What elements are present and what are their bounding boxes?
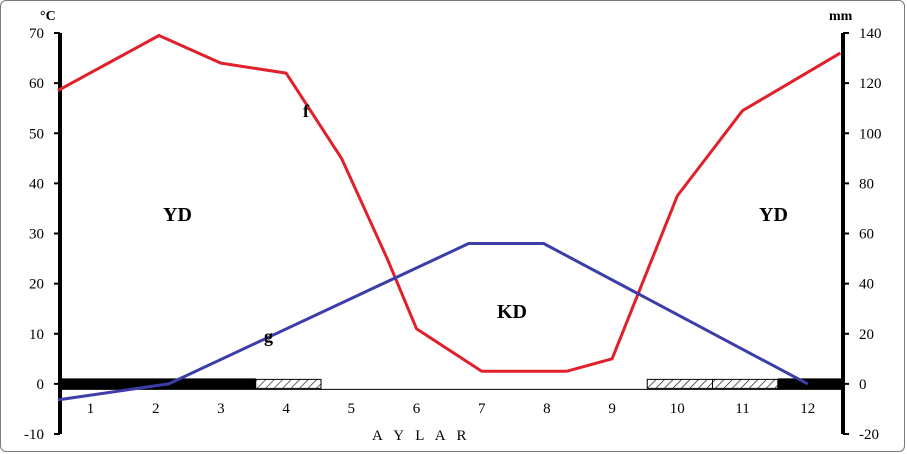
series-line-g: [57, 242, 809, 402]
x-tick-label: 8: [543, 401, 551, 417]
x-tick-label: 3: [217, 401, 225, 417]
x-tick-label: 11: [735, 401, 749, 417]
month-bar: 1 2 3 4 5 6 7 8 9 10 11 12: [60, 378, 843, 417]
right-unit-label: mm: [829, 9, 853, 24]
x-tick-label: 4: [282, 401, 290, 417]
right-tick-label: 20: [859, 327, 874, 343]
month-bar-hatched: [255, 378, 322, 389]
right-tick-label: 140: [859, 26, 882, 42]
series-label-g: g: [264, 326, 273, 346]
month-bar-hatched: [646, 378, 713, 389]
right-tick-label: 120: [859, 76, 882, 92]
right-tick-label: 60: [859, 227, 874, 243]
right-tick-label: 40: [859, 277, 874, 293]
region-label-kd: KD: [497, 301, 527, 323]
left-tick-label: 10: [29, 327, 44, 343]
left-tick-label: 30: [29, 227, 44, 243]
axes: -10 0 10 20 30 40 50 60 70 -20 0 20 40 60 80 100 120 140: [24, 26, 882, 443]
series-label-f: f: [303, 101, 310, 121]
left-unit-label: °C: [40, 9, 56, 24]
x-tick-label: 10: [670, 401, 685, 417]
labels-group: °C mm YD KD YD f g A Y L A R: [40, 9, 853, 444]
x-tick-label: 9: [608, 401, 616, 417]
month-bar-hatched: [712, 378, 779, 389]
region-label-yd-right: YD: [759, 204, 788, 226]
x-tick-label: 1: [87, 401, 95, 417]
x-tick-label: 6: [413, 401, 421, 417]
left-tick-label: 60: [29, 76, 44, 92]
right-tick-label: 100: [859, 126, 882, 142]
month-bar-solid: [60, 378, 256, 390]
x-tick-label: 5: [348, 401, 356, 417]
x-tick-label: 7: [478, 401, 486, 417]
region-label-yd-left: YD: [163, 204, 192, 226]
left-tick-label: 0: [37, 377, 45, 393]
right-tick-label: -20: [859, 427, 879, 443]
right-tick-label: 80: [859, 176, 874, 192]
left-tick-label: 70: [29, 26, 44, 42]
series-group: [57, 34, 842, 402]
left-tick-label: 40: [29, 176, 44, 192]
right-tick-label: 0: [859, 377, 867, 393]
x-tick-label: 12: [800, 401, 815, 417]
series-line-f: [57, 34, 842, 373]
x-tick-label: 2: [152, 401, 160, 417]
month-bar-solid: [777, 378, 843, 390]
left-tick-label: 20: [29, 277, 44, 293]
left-tick-label: 50: [29, 126, 44, 142]
x-axis-title: A Y L A R: [372, 428, 471, 444]
left-tick-label: -10: [24, 427, 44, 443]
